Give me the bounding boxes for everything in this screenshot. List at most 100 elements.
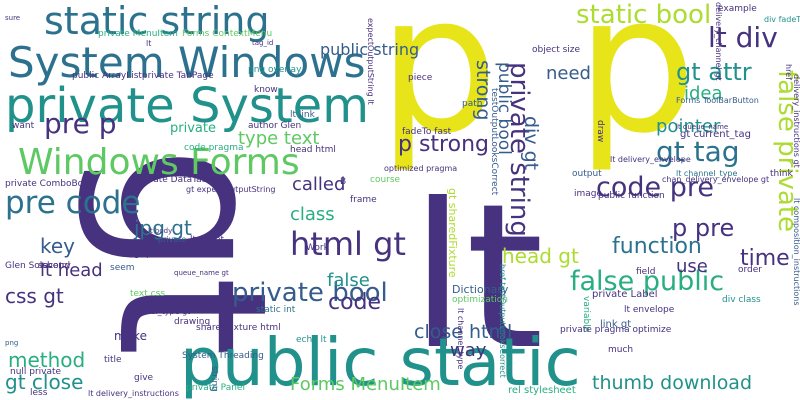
cloud-word: want xyxy=(12,121,35,131)
cloud-word: private Panel xyxy=(186,383,245,393)
cloud-word: sharedFixture html xyxy=(196,323,281,333)
cloud-word: css gt xyxy=(5,284,64,308)
cloud-word: echo lt xyxy=(296,335,327,345)
cloud-word: close html xyxy=(414,321,513,343)
cloud-word: jpg gt xyxy=(134,216,192,240)
cloud-word: string xyxy=(209,366,219,392)
cloud-word: called xyxy=(292,174,346,195)
cloud-word: static bool xyxy=(576,0,712,30)
cloud-word: lt body xyxy=(148,227,173,235)
cloud-word: div class xyxy=(722,295,761,305)
cloud-word: lt channel_type xyxy=(456,308,465,370)
cloud-word: optimization xyxy=(452,295,508,305)
cloud-word: channel_type gt xyxy=(126,307,191,316)
cloud-word: lt composition_instructions xyxy=(792,198,800,306)
cloud-word: give xyxy=(134,373,154,383)
cloud-word: key xyxy=(40,234,76,258)
cloud-word: head html xyxy=(290,145,336,155)
cloud-word: delivery_instructions gt xyxy=(792,74,800,168)
cloud-word: p xyxy=(576,0,697,175)
cloud-word: System Windows xyxy=(8,38,366,87)
cloud-word: B xyxy=(340,177,347,187)
cloud-word: delivery_channel gt xyxy=(714,2,723,81)
cloud-word: queue_name gt xyxy=(174,269,229,277)
cloud-word: public static xyxy=(180,324,581,400)
cloud-word: Forms ToolBarButton xyxy=(676,96,759,105)
cloud-word: p pre xyxy=(672,214,735,242)
cloud-word: private System xyxy=(5,78,369,134)
cloud-word: object size xyxy=(532,45,581,55)
cloud-word: gt tag xyxy=(656,135,740,168)
cloud-word: code pragma xyxy=(184,143,244,153)
cloud-word: false public xyxy=(570,266,725,297)
cloud-word: static string xyxy=(44,0,270,43)
cloud-word: Forms MenuItem xyxy=(290,374,441,395)
cloud-word: Work xyxy=(306,243,329,253)
cloud-word: href xyxy=(784,64,793,80)
cloud-word: way xyxy=(450,340,487,361)
cloud-word: png xyxy=(5,339,19,347)
cloud-word: use xyxy=(676,256,708,277)
cloud-word: pre code xyxy=(5,185,141,221)
cloud-word: private DataTable xyxy=(136,175,216,185)
cloud-word: private xyxy=(158,235,187,244)
cloud-word: tag_id xyxy=(252,39,274,47)
cloud-word: public ArrayListprivate TabPage xyxy=(72,71,214,81)
cloud-word: know xyxy=(254,85,278,95)
cloud-word: field xyxy=(636,267,656,277)
cloud-word: piece xyxy=(408,73,433,83)
cloud-word: second xyxy=(38,261,71,271)
cloud-word: order xyxy=(738,265,762,275)
cloud-word: rel stylesheet xyxy=(508,385,576,396)
cloud-word: lt delivery_instructions xyxy=(88,389,179,398)
cloud-word: much xyxy=(608,345,634,355)
cloud-word: chan_delivery_envelope gt xyxy=(662,175,770,184)
cloud-word: p xyxy=(378,0,499,175)
cloud-word: seem xyxy=(110,263,135,273)
cloud-word: type text xyxy=(238,128,320,149)
cloud-word: div gt xyxy=(520,116,542,171)
cloud-word: example xyxy=(718,4,757,14)
cloud-word: System Threading xyxy=(182,351,264,361)
cloud-word: gt attr xyxy=(676,58,752,86)
cloud-word: p strong xyxy=(398,132,489,157)
cloud-word: text css xyxy=(130,289,165,299)
cloud-word: link gt xyxy=(600,319,632,330)
cloud-word: Forms ContextMenu xyxy=(182,29,273,39)
cloud-word: pointer xyxy=(656,116,721,137)
cloud-word: time xyxy=(740,246,790,271)
cloud-word: html gt xyxy=(290,225,406,263)
cloud-word: private xyxy=(170,121,216,136)
cloud-word: gt print xyxy=(134,249,168,259)
cloud-word: frame xyxy=(350,195,377,205)
cloud-word: less xyxy=(30,388,48,398)
cloud-word: class xyxy=(290,204,335,225)
cloud-word: private bool xyxy=(232,278,388,308)
cloud-word: function xyxy=(612,234,702,259)
cloud-word: static int xyxy=(256,305,296,315)
cloud-word: sure xyxy=(5,14,21,22)
cloud-word: public function xyxy=(598,191,665,201)
cloud-word: lt delivery_envelope xyxy=(610,155,691,164)
cloud-word: lt xyxy=(146,39,152,48)
cloud-word: pre p xyxy=(44,107,117,140)
cloud-word: private Label xyxy=(592,289,658,300)
cloud-word: draw xyxy=(595,120,605,143)
cloud-word: gt expectOutputString xyxy=(186,185,276,194)
cloud-word: fadeTo fast xyxy=(402,127,452,137)
cloud-word: image xyxy=(574,189,603,199)
cloud-word: href testOutputLooksCorrect xyxy=(498,264,507,378)
cloud-word: Windows Forms xyxy=(18,142,300,183)
cloud-word: make xyxy=(114,329,147,343)
cloud-word: title xyxy=(104,355,122,365)
cloud-word: png overlay xyxy=(248,65,302,75)
cloud-word: think xyxy=(770,169,793,179)
cloud-word: output xyxy=(572,169,602,179)
cloud-word: lt script xyxy=(190,235,224,245)
cloud-word: head gt xyxy=(502,244,579,268)
cloud-word: Dictionary xyxy=(452,283,509,296)
cloud-word: false xyxy=(327,270,370,291)
cloud-word: gt close xyxy=(5,370,84,394)
cloud-word: testOutputLooksCorrect xyxy=(489,88,499,196)
